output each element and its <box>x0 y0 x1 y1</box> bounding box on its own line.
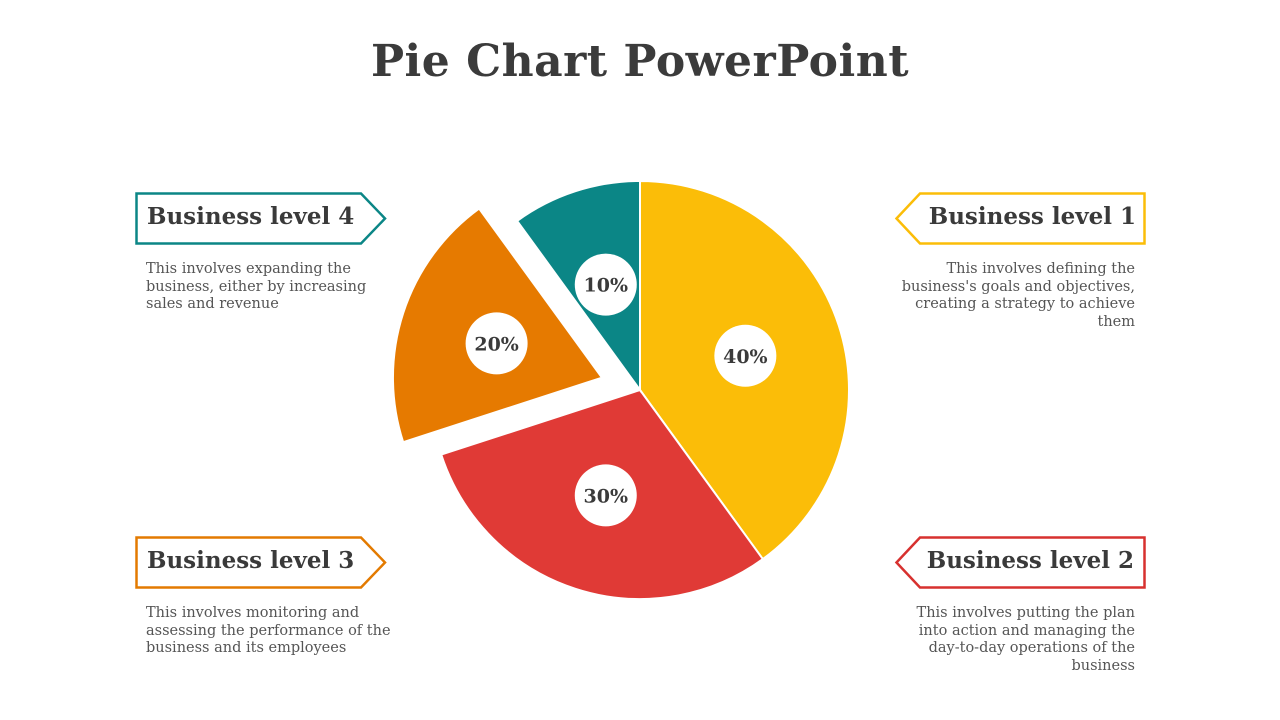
label-business-level-3-text: Business level 3 <box>147 547 355 574</box>
label-arrow-left-shape <box>894 192 1146 245</box>
desc-business-level-1: This involves defining the business's go… <box>901 261 1135 330</box>
label-business-level-4-text: Business level 4 <box>147 203 355 230</box>
label-business-level-1: Business level 1 <box>894 192 1146 245</box>
slice-label-circle-1 <box>714 324 777 387</box>
slice-label-circle-2 <box>574 464 637 527</box>
desc-business-level-2: This involves putting the plan into acti… <box>916 605 1135 674</box>
label-business-level-2-text: Business level 2 <box>926 547 1134 574</box>
label-business-level-1-text: Business level 1 <box>928 203 1136 230</box>
slide-title: Pie Chart PowerPoint <box>370 36 910 87</box>
label-arrow-right-shape <box>135 192 387 245</box>
label-business-level-2: Business level 2 <box>894 536 1146 589</box>
slice-value-label-1: 40% <box>723 346 768 368</box>
label-business-level-4: Business level 4 <box>135 192 387 245</box>
label-business-level-3: Business level 3 <box>135 536 387 589</box>
slice-value-label-2: 30% <box>584 485 629 507</box>
slice-value-label-4: 10% <box>584 275 629 297</box>
desc-business-level-4: This involves expanding the business, ei… <box>146 261 367 312</box>
slice-label-circle-4 <box>574 253 637 316</box>
slice-value-label-3: 20% <box>474 333 519 355</box>
label-arrow-left-shape <box>894 536 1146 589</box>
desc-business-level-3: This involves monitoring and assessing t… <box>146 605 391 656</box>
slice-label-circle-3 <box>465 312 528 375</box>
label-arrow-right-shape <box>135 536 387 589</box>
